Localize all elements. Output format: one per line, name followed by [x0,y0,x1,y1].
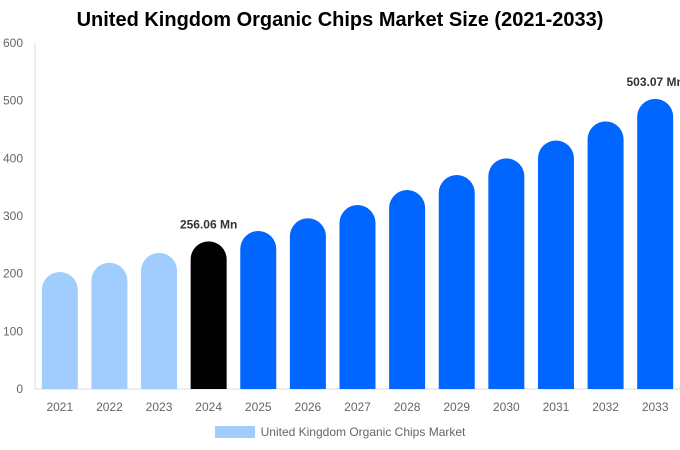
x-tick-label: 2021 [46,400,73,414]
bar-2033 [637,98,674,389]
bar-2022 [91,262,128,389]
data-label-2024: 256.06 Mn [180,217,237,231]
x-tick-label: 2030 [493,400,520,414]
bar-2029 [438,175,475,389]
x-tick-label: 2022 [96,400,123,414]
y-tick-label: 300 [3,209,23,223]
bar-2031 [537,140,574,389]
bar-2023 [141,252,178,389]
x-tick-label: 2024 [195,400,222,414]
legend-swatch [214,426,255,438]
x-tick-label: 2033 [642,400,669,414]
y-tick-label: 600 [3,36,23,50]
bar-2026 [289,218,326,389]
y-tick-label: 100 [3,324,23,338]
x-tick-label: 2023 [146,400,173,414]
bar-2021 [41,271,78,389]
y-tick-label: 500 [3,94,23,108]
bar-2024 [190,241,227,389]
chart-title: United Kingdom Organic Chips Market Size… [76,9,604,31]
x-tick-label: 2027 [344,400,371,414]
bar-2030 [488,158,525,389]
legend[interactable]: United Kingdom Organic Chips Market [0,425,680,439]
data-label-2033: 503.07 Mn [627,75,680,89]
y-tick-label: 400 [3,151,23,165]
bar-2027 [339,205,376,389]
y-tick-label: 200 [3,267,23,281]
bar-2025 [240,230,277,389]
bar-2028 [389,190,426,389]
bar-2032 [587,121,624,389]
x-tick-label: 2029 [443,400,470,414]
x-tick-label: 2026 [295,400,322,414]
x-tick-label: 2025 [245,400,272,414]
x-tick-label: 2032 [592,400,619,414]
x-tick-label: 2031 [543,400,570,414]
y-tick-label: 0 [16,382,23,396]
legend-label: United Kingdom Organic Chips Market [260,425,466,439]
x-tick-label: 2028 [394,400,421,414]
